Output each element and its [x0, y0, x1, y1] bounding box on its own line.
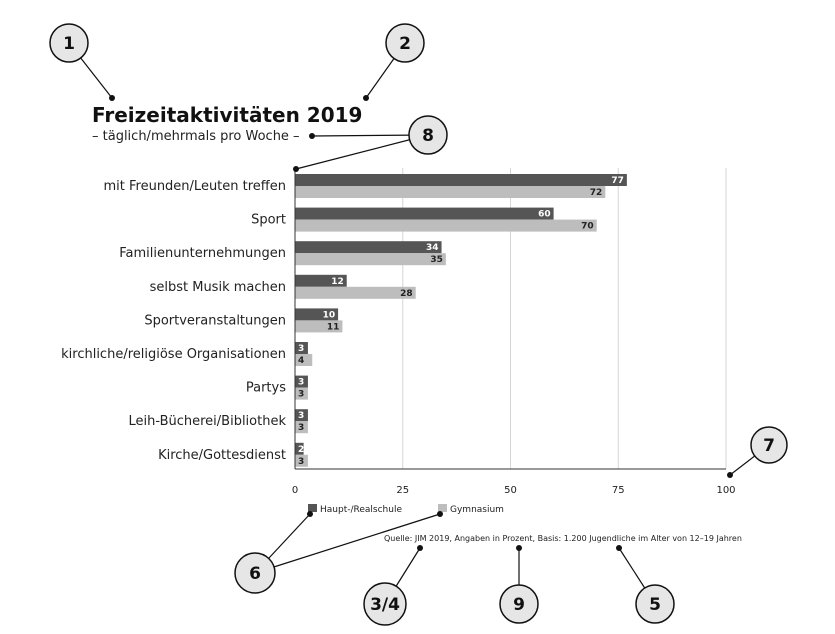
marker-label: 1 [63, 34, 75, 54]
leader-dot [363, 95, 369, 101]
data-label: 11 [327, 322, 340, 332]
data-label: 60 [538, 210, 551, 220]
x-axis: 0 25 50 75 100 [292, 168, 736, 496]
bar-haupt-realschule [295, 274, 347, 287]
data-label: 3 [298, 378, 304, 388]
category-label: Partys [246, 381, 286, 396]
leader-dot [516, 545, 522, 551]
marker-circle [750, 426, 788, 464]
marker-label: 9 [513, 595, 525, 615]
x-tick-label: 100 [716, 485, 735, 496]
marker-circle [385, 23, 425, 63]
bar-gymnasium [295, 387, 308, 400]
bar-haupt-realschule [295, 442, 304, 455]
bar-haupt-realschule [295, 375, 308, 388]
x-tick-label: 50 [504, 485, 517, 496]
leader-dot [437, 511, 443, 517]
bar-haupt-realschule [295, 174, 627, 186]
bar-haupt-realschule [295, 409, 308, 422]
marker-circle [408, 115, 448, 155]
bar-gymnasium [295, 286, 416, 299]
bar-haupt-realschule [295, 342, 308, 354]
data-label: 12 [331, 277, 344, 287]
leader-line [254, 513, 441, 574]
legend-label: Haupt-/Realschule [320, 505, 402, 515]
data-label: 2 [298, 445, 304, 455]
legend-swatch [308, 504, 317, 512]
data-label: 3 [298, 423, 304, 433]
category-label: Kirche/Gottesdienst [158, 448, 286, 463]
leader-dot [109, 95, 115, 101]
data-label: 70 [581, 222, 594, 232]
leader-dot [727, 472, 733, 478]
bar-haupt-realschule [295, 308, 339, 321]
data-label: 4 [298, 356, 304, 366]
marker-circle [234, 552, 276, 594]
bar-gymnasium [295, 354, 313, 366]
x-tick-label: 25 [396, 485, 409, 496]
marker-label: 7 [763, 436, 775, 456]
data-label: 3 [298, 344, 304, 354]
data-label: 10 [323, 310, 336, 320]
leader-dot [616, 545, 622, 551]
marker-label: 6 [249, 564, 261, 584]
category-labels: mit Freunden/Leuten treffen Sport Familien… [61, 179, 286, 463]
leader-dot [307, 511, 313, 517]
category-label: Leih-Bücherei/Bibliothek [128, 414, 286, 429]
data-label: 72 [590, 188, 603, 198]
leader-line [295, 134, 429, 170]
category-label: kirchliche/religiöse Organisationen [61, 347, 286, 362]
marker-circle [49, 23, 89, 63]
data-label: 3 [298, 390, 304, 400]
bar-gymnasium [295, 253, 446, 266]
legend-label: Gymnasium [450, 505, 504, 515]
leader-dot [309, 133, 315, 139]
category-label: Sport [251, 213, 286, 228]
category-label: Sportveranstaltungen [144, 313, 286, 328]
data-label: 3 [298, 457, 304, 467]
bar-gymnasium [295, 219, 597, 232]
marker-label: 3/4 [370, 595, 400, 615]
marker-circle [499, 584, 539, 624]
category-label: Familienunternehmungen [119, 246, 286, 261]
leader-dot [417, 545, 423, 551]
legend-swatch [438, 504, 447, 512]
data-label: 28 [400, 289, 413, 299]
data-label: 3 [298, 411, 304, 421]
marker-label: 8 [422, 126, 434, 146]
data-label: 35 [430, 255, 443, 265]
x-tick-label: 0 [292, 485, 298, 496]
chart-title: Freizeitaktivitäten 2019 [92, 103, 362, 127]
data-label: 34 [426, 243, 439, 253]
category-label: selbst Musik machen [150, 280, 286, 295]
source-note: Quelle: JIM 2019, Angaben in Prozent, Ba… [384, 534, 742, 543]
bar-gymnasium [295, 186, 606, 198]
bar-gymnasium [295, 421, 308, 434]
x-tick-label: 75 [612, 485, 625, 496]
chart-subtitle: – täglich/mehrmals pro Woche – [92, 129, 300, 144]
data-label: 77 [611, 176, 624, 186]
bar-haupt-realschule [295, 241, 442, 254]
legend: Haupt-/Realschule Gymnasium [308, 504, 504, 515]
bar-gymnasium [295, 320, 343, 333]
bar-haupt-realschule [295, 207, 554, 220]
leader-dot [293, 166, 299, 172]
bar-gymnasium [295, 454, 308, 467]
marker-circle [635, 584, 675, 624]
marker-circle [363, 582, 407, 626]
marker-label: 2 [399, 34, 411, 54]
category-label: mit Freunden/Leuten treffen [103, 179, 286, 194]
marker-label: 5 [649, 595, 661, 615]
